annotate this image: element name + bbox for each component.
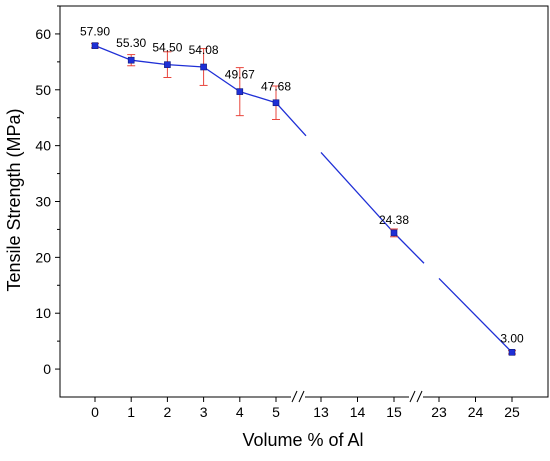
x-tick-label: 3 bbox=[200, 404, 208, 420]
series-line-segment bbox=[320, 151, 395, 234]
x-tick-label: 25 bbox=[504, 404, 520, 420]
x-tick-label: 15 bbox=[386, 404, 402, 420]
data-point bbox=[508, 349, 516, 356]
data-label: 3.00 bbox=[500, 331, 524, 345]
y-tick-label: 20 bbox=[35, 249, 51, 265]
x-tick-label: 1 bbox=[127, 404, 135, 420]
x-tick-label: 23 bbox=[431, 404, 447, 420]
y-tick-label: 10 bbox=[35, 305, 51, 321]
y-tick-label: 40 bbox=[35, 138, 51, 154]
axis-break-gap bbox=[409, 391, 423, 403]
series-line-segment bbox=[203, 66, 241, 93]
series-line-segment bbox=[131, 59, 168, 66]
x-tick-label: 24 bbox=[468, 404, 484, 420]
y-tick-label: 60 bbox=[35, 26, 51, 42]
axis-break-mark bbox=[298, 390, 305, 403]
x-tick-label: 14 bbox=[350, 404, 366, 420]
axis-break-mark bbox=[409, 390, 416, 403]
data-label: 54.50 bbox=[152, 41, 182, 55]
x-tick-label: 2 bbox=[164, 404, 172, 420]
x-tick-label: 5 bbox=[272, 404, 280, 420]
series-line-segment bbox=[239, 91, 277, 104]
x-tick-label: 4 bbox=[236, 404, 244, 420]
y-tick-label: 50 bbox=[35, 82, 51, 98]
series-line-segment bbox=[438, 277, 513, 353]
y-tick-label: 0 bbox=[43, 361, 51, 377]
series-line-segment bbox=[275, 102, 307, 137]
data-point bbox=[390, 229, 398, 237]
data-label: 24.38 bbox=[379, 213, 409, 227]
y-axis-title: Tensile Strength (MPa) bbox=[4, 108, 24, 291]
plot-frame bbox=[59, 5, 549, 398]
axis-break-gap bbox=[291, 391, 305, 403]
data-point bbox=[127, 56, 135, 64]
y-tick-label: 30 bbox=[35, 194, 51, 210]
data-point bbox=[236, 88, 244, 95]
data-label: 54.08 bbox=[189, 43, 219, 57]
axis-break-mark bbox=[291, 390, 298, 403]
data-label: 47.68 bbox=[261, 80, 291, 94]
series-line-segment bbox=[167, 64, 204, 68]
series-line-segment bbox=[393, 232, 425, 264]
data-label: 49.67 bbox=[225, 68, 255, 82]
axis-break-mark bbox=[416, 390, 423, 403]
x-axis-title: Volume % of Al bbox=[242, 430, 363, 450]
x-tick-label: 0 bbox=[91, 404, 99, 420]
data-point bbox=[200, 63, 207, 71]
data-label: 57.90 bbox=[80, 25, 110, 39]
data-point bbox=[272, 99, 280, 107]
data-point bbox=[91, 42, 99, 49]
series-layer: 57.90 55.30 54.50 54.08 49.67 47.68 24.38 3.00 bbox=[80, 25, 524, 356]
data-label: 55.30 bbox=[116, 36, 146, 50]
x-tick-label: 13 bbox=[313, 404, 329, 420]
series-line-segment bbox=[94, 45, 132, 61]
data-point bbox=[164, 61, 171, 68]
